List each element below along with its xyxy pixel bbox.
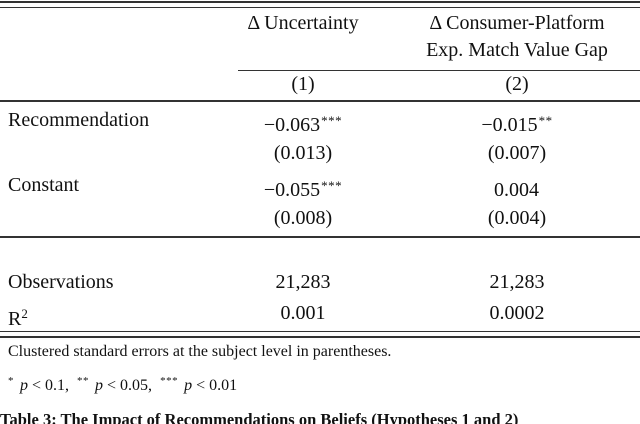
table-top-rule-1 [0, 1, 640, 3]
table-row: (0.008) (0.004) [0, 202, 640, 235]
significance-legend: * p < 0.1, ** p < 0.05, *** p < 0.01 [8, 371, 245, 396]
column-number-row: (1) (2) [0, 71, 640, 98]
table-bottom-rule-2 [0, 336, 640, 338]
coef-value: −0.063 [263, 114, 321, 136]
header-stub-2 [0, 36, 212, 64]
p-symbol: p [95, 377, 104, 394]
col2-header-line2: Exp. Match Value Gap [426, 39, 608, 61]
header-stub [0, 9, 212, 37]
clustered-se-note: Clustered standard errors at the subject… [8, 343, 392, 360]
stderr-cell: (0.008) [273, 206, 333, 229]
number-stub [0, 71, 212, 98]
significance-stars: ** [538, 113, 553, 128]
row-label [0, 137, 212, 170]
coef-value: −0.055 [263, 179, 321, 201]
significance-stars: *** [321, 113, 343, 128]
col1-header-spacer [212, 36, 394, 64]
stderr-cell: (0.007) [487, 141, 547, 164]
p-symbol: p [20, 377, 28, 394]
table-bottom-rule-1 [0, 330, 640, 333]
stat-value: 21,283 [489, 271, 545, 293]
row-label: R2 [0, 297, 212, 330]
row-label [0, 202, 212, 235]
coef-cell: −0.055*** [212, 169, 394, 202]
r-squared-exponent: 2 [21, 306, 28, 321]
stderr-cell: (0.013) [273, 141, 333, 164]
coef-cell: 0.004 [394, 169, 640, 202]
coef-cell: −0.015** [394, 104, 640, 137]
p-threshold: < 0.1, [32, 377, 70, 394]
table-row: (0.013) (0.007) [0, 137, 640, 170]
stats-row-observations: Observations 21,283 21,283 [0, 266, 640, 298]
col1-number: (1) [291, 73, 315, 95]
one-star: * [8, 375, 14, 387]
coef-value: 0.004 [494, 179, 539, 201]
table-row: Recommendation −0.063*** −0.015** [0, 104, 640, 137]
coef-value: −0.015 [481, 114, 538, 136]
stat-value: 0.0002 [489, 302, 545, 324]
stderr-cell: (0.004) [487, 206, 547, 229]
three-stars: *** [160, 375, 179, 387]
header-midrule [238, 70, 640, 72]
coef-cell: −0.063*** [212, 104, 394, 137]
r-squared-base: R [8, 308, 22, 330]
significance-stars: *** [321, 178, 343, 193]
p-symbol: p [184, 377, 193, 394]
stat-value: 21,283 [275, 271, 331, 293]
col2-number: (2) [505, 73, 529, 95]
table-row: Constant −0.055*** 0.004 [0, 169, 640, 202]
stats-row-r-squared: R2 0.001 0.0002 [0, 297, 640, 330]
row-label: Recommendation [8, 109, 150, 131]
body-midrule [0, 236, 640, 238]
header-row-2: Exp. Match Value Gap [0, 36, 640, 64]
header-bottom-rule [0, 99, 640, 102]
p-threshold: < 0.01 [196, 377, 238, 394]
table-caption: Table 3: The Impact of Recommendations o… [0, 410, 519, 424]
header-row-1: Δ Uncertainty Δ Consumer-Platform [0, 9, 640, 37]
table-top-rule-2 [0, 6, 640, 9]
col1-header: Δ Uncertainty [247, 12, 359, 34]
p-threshold: < 0.05, [107, 377, 153, 394]
two-stars: ** [77, 375, 90, 387]
row-label: Constant [8, 174, 80, 196]
stat-value: 0.001 [280, 302, 326, 324]
col2-header-line1: Δ Consumer-Platform [429, 12, 605, 34]
row-label: Observations [8, 271, 114, 293]
